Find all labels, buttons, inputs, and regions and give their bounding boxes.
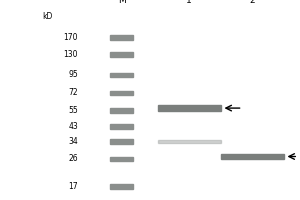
Bar bbox=[220, 154, 284, 159]
Text: 55: 55 bbox=[68, 106, 78, 115]
Text: 34: 34 bbox=[68, 137, 78, 146]
Text: 72: 72 bbox=[68, 88, 78, 97]
Bar bbox=[158, 105, 220, 111]
Bar bbox=[110, 91, 134, 95]
Bar bbox=[110, 139, 134, 144]
Bar bbox=[110, 157, 134, 161]
Bar bbox=[110, 124, 134, 129]
Bar bbox=[158, 140, 220, 143]
Text: kD: kD bbox=[42, 12, 52, 21]
Text: 26: 26 bbox=[68, 154, 78, 163]
Text: 95: 95 bbox=[68, 70, 78, 79]
Text: 170: 170 bbox=[64, 33, 78, 42]
Text: 130: 130 bbox=[64, 50, 78, 59]
Text: 17: 17 bbox=[68, 182, 78, 191]
Text: 2: 2 bbox=[249, 0, 255, 5]
Text: 1: 1 bbox=[186, 0, 192, 5]
Bar bbox=[110, 73, 134, 77]
Text: M: M bbox=[118, 0, 126, 5]
Bar bbox=[110, 108, 134, 113]
Bar bbox=[110, 52, 134, 57]
Text: 43: 43 bbox=[68, 122, 78, 131]
Bar bbox=[110, 35, 134, 40]
Bar bbox=[110, 184, 134, 189]
